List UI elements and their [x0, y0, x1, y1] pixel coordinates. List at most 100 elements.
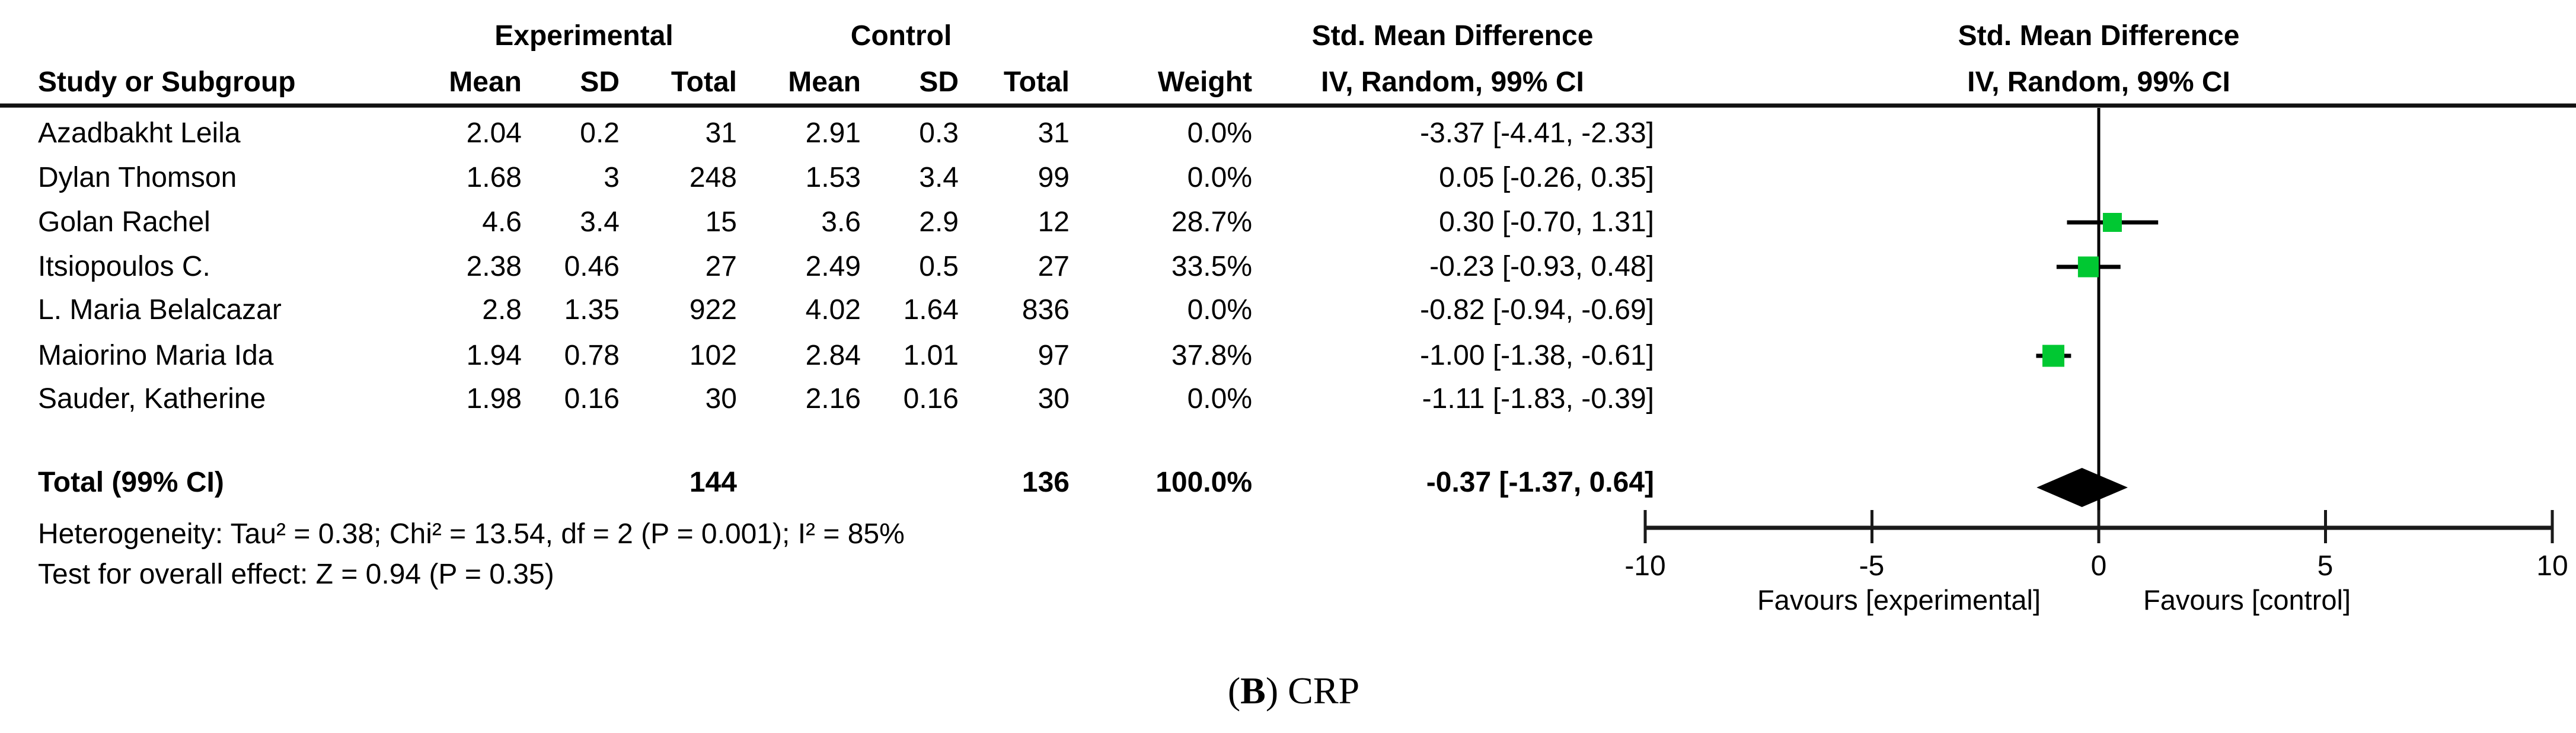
- study-name: Dylan Thomson: [38, 162, 237, 193]
- favours-experimental-label: Favours [experimental]: [1757, 584, 2041, 616]
- total-ctl: 836: [1022, 294, 1070, 326]
- axis-tick-label: 10: [2536, 550, 2568, 582]
- mean-exp: 4.6: [482, 206, 522, 238]
- caption-text: CRP: [1278, 670, 1360, 712]
- column-header-row: Study or Subgroup Mean SD Total Mean SD …: [0, 60, 2576, 104]
- total-ctl: 136: [1022, 467, 1070, 498]
- col-header-mean-ctl: Mean: [788, 66, 861, 98]
- overall-effect-text: Test for overall effect: Z = 0.94 (P = 0…: [38, 559, 554, 590]
- sd-ctl: 3.4: [919, 162, 959, 193]
- sd-ctl: 0.5: [919, 251, 959, 282]
- sd-exp: 1.35: [564, 294, 620, 326]
- caption-open-paren: (: [1227, 670, 1241, 712]
- table-row: Azadbakht Leila 2.04 0.2 31 2.91 0.3 31 …: [0, 111, 2576, 155]
- sd-exp: 3.4: [580, 206, 620, 238]
- total-ci-text: -0.37 [-1.37, 0.64]: [1426, 467, 1654, 498]
- sd-ctl: 2.9: [919, 206, 959, 238]
- axis-tick-label: 0: [2090, 550, 2107, 582]
- weight-value: 0.0%: [1187, 162, 1252, 193]
- axis-tick-label: -5: [1859, 550, 1885, 582]
- sd-exp: 0.78: [564, 340, 620, 371]
- ci-text: -3.37 [-4.41, -2.33]: [1420, 117, 1654, 149]
- weight-value: 37.8%: [1171, 340, 1252, 371]
- mean-exp: 1.94: [466, 340, 522, 371]
- table-row: Itsiopoulos C. 2.38 0.46 27 2.49 0.5 27 …: [0, 244, 2576, 289]
- col-header-weight: Weight: [1157, 66, 1252, 98]
- control-group-header: Control: [850, 20, 952, 52]
- ci-text: -1.00 [-1.38, -0.61]: [1420, 340, 1654, 371]
- table-row: Sauder, Katherine 1.98 0.16 30 2.16 0.16…: [0, 377, 2576, 421]
- sd-ctl: 1.01: [903, 340, 959, 371]
- col-header-sd-ctl: SD: [919, 66, 959, 98]
- mean-ctl: 2.49: [805, 251, 861, 282]
- caption-panel-letter: B: [1240, 670, 1266, 712]
- sd-ctl: 1.64: [903, 294, 959, 326]
- sd-ctl: 0.3: [919, 117, 959, 149]
- total-ctl: 12: [1038, 206, 1070, 238]
- sd-exp: 3: [604, 162, 620, 193]
- col-header-iv-right: IV, Random, 99% CI: [1967, 66, 2230, 98]
- total-exp: 922: [689, 294, 737, 326]
- mean-exp: 2.04: [466, 117, 522, 149]
- mean-ctl: 2.91: [805, 117, 861, 149]
- caption-close-paren: ): [1265, 670, 1279, 712]
- weight-value: 0.0%: [1187, 117, 1252, 149]
- group-header-row: Experimental Control Std. Mean Differenc…: [0, 14, 2576, 58]
- weight-square: [2077, 256, 2099, 278]
- col-header-sd-exp: SD: [580, 66, 620, 98]
- ci-text: -0.23 [-0.93, 0.48]: [1429, 251, 1654, 282]
- table-row: L. Maria Belalcazar 2.8 1.35 922 4.02 1.…: [0, 288, 2576, 332]
- heterogeneity-row: Heterogeneity: Tau² = 0.38; Chi² = 13.54…: [0, 512, 2576, 556]
- table-row: Dylan Thomson 1.68 3 248 1.53 3.4 99 0.0…: [0, 155, 2576, 200]
- study-name: Itsiopoulos C.: [38, 251, 210, 282]
- smd-header-right: Std. Mean Difference: [1958, 20, 2240, 52]
- total-weight: 100.0%: [1155, 467, 1252, 498]
- weight-value: 0.0%: [1187, 294, 1252, 326]
- mean-ctl: 2.84: [805, 340, 861, 371]
- mean-exp: 2.38: [466, 251, 522, 282]
- experimental-group-header: Experimental: [494, 20, 673, 52]
- total-ctl: 97: [1038, 340, 1070, 371]
- sd-exp: 0.2: [580, 117, 620, 149]
- total-diamond: [2036, 468, 2128, 507]
- total-exp: 102: [689, 340, 737, 371]
- mean-ctl: 1.53: [805, 162, 861, 193]
- study-name: L. Maria Belalcazar: [38, 294, 282, 326]
- total-ctl: 99: [1038, 162, 1070, 193]
- ci-text: 0.30 [-0.70, 1.31]: [1439, 206, 1654, 238]
- total-exp: 15: [705, 206, 737, 238]
- mean-ctl: 2.16: [805, 383, 861, 415]
- study-name: Azadbakht Leila: [38, 117, 241, 149]
- ci-text: -1.11 [-1.83, -0.39]: [1422, 383, 1654, 415]
- total-exp: 27: [705, 251, 737, 282]
- total-exp: 144: [689, 467, 737, 498]
- mean-ctl: 4.02: [805, 294, 861, 326]
- total-exp: 248: [689, 162, 737, 193]
- mean-exp: 1.68: [466, 162, 522, 193]
- weight-value: 33.5%: [1171, 251, 1252, 282]
- overall-effect-row: Test for overall effect: Z = 0.94 (P = 0…: [0, 552, 2576, 597]
- sd-ctl: 0.16: [903, 383, 959, 415]
- weight-value: 28.7%: [1171, 206, 1252, 238]
- total-label: Total (99% CI): [38, 467, 224, 498]
- col-header-total-exp: Total: [671, 66, 737, 98]
- ci-text: -0.82 [-0.94, -0.69]: [1420, 294, 1654, 326]
- study-name: Golan Rachel: [38, 206, 210, 238]
- study-name: Sauder, Katherine: [38, 383, 266, 415]
- mean-exp: 1.98: [466, 383, 522, 415]
- ci-text: 0.05 [-0.26, 0.35]: [1439, 162, 1654, 193]
- total-ctl: 30: [1038, 383, 1070, 415]
- total-ctl: 27: [1038, 251, 1070, 282]
- axis-tick-label: -10: [1624, 550, 1666, 582]
- panel-caption: (B) CRP: [1228, 664, 1359, 718]
- total-exp: 30: [705, 383, 737, 415]
- sd-exp: 0.46: [564, 251, 620, 282]
- sd-exp: 0.16: [564, 383, 620, 415]
- col-header-mean-exp: Mean: [449, 66, 522, 98]
- col-header-study: Study or Subgroup: [38, 66, 296, 98]
- mean-exp: 2.8: [482, 294, 522, 326]
- weight-value: 0.0%: [1187, 383, 1252, 415]
- total-ctl: 31: [1038, 117, 1070, 149]
